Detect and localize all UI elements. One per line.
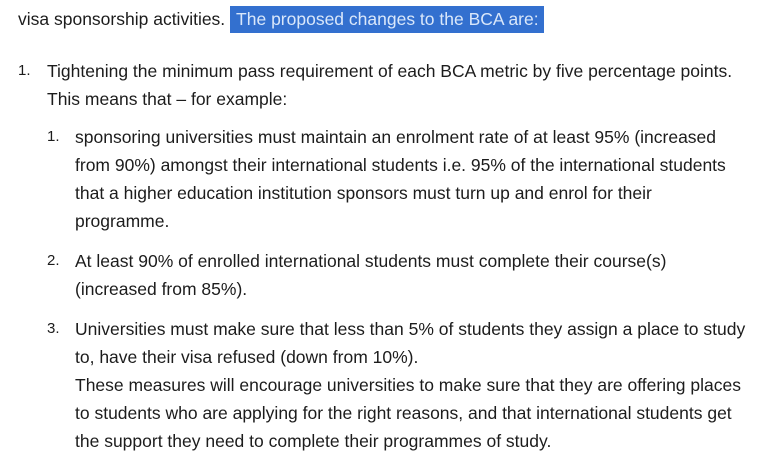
nested-item-3-continuation-text: These measures will encourage universiti… [75, 375, 741, 451]
nested-item-1-content: sponsoring universities must maintain an… [75, 123, 748, 235]
nested-list-item-1: 1. sponsoring universities must maintain… [47, 123, 748, 235]
intro-text: visa sponsorship activities. [18, 9, 231, 29]
list-item-number: 1. [18, 62, 31, 79]
nested-list-item-3: 3. Universities must make sure that less… [47, 315, 748, 455]
nested-item-2-content: At least 90% of enrolled international s… [75, 247, 748, 303]
nested-item-3-text: Universities must make sure that less th… [75, 319, 746, 367]
nested-item-3-number: 3. [47, 320, 60, 337]
list-item-content: Tightening the minimum pass requirement … [47, 57, 748, 455]
nested-item-1-number: 1. [47, 128, 60, 145]
intro-paragraph: visa sponsorship activities. The propose… [18, 5, 748, 33]
nested-item-1-text: sponsoring universities must maintain an… [75, 127, 726, 231]
list-item: 1. Tightening the minimum pass requireme… [18, 57, 748, 455]
selected-highlight-text[interactable]: The proposed changes to the BCA are: [230, 6, 544, 33]
nested-list: 1. sponsoring universities must maintain… [47, 123, 748, 455]
nested-item-3-content: Universities must make sure that less th… [75, 315, 748, 455]
nested-list-item-2: 2. At least 90% of enrolled internationa… [47, 247, 748, 303]
nested-item-2-text: At least 90% of enrolled international s… [75, 251, 667, 299]
list-item-text: Tightening the minimum pass requirement … [47, 61, 733, 109]
nested-item-2-number: 2. [47, 252, 60, 269]
